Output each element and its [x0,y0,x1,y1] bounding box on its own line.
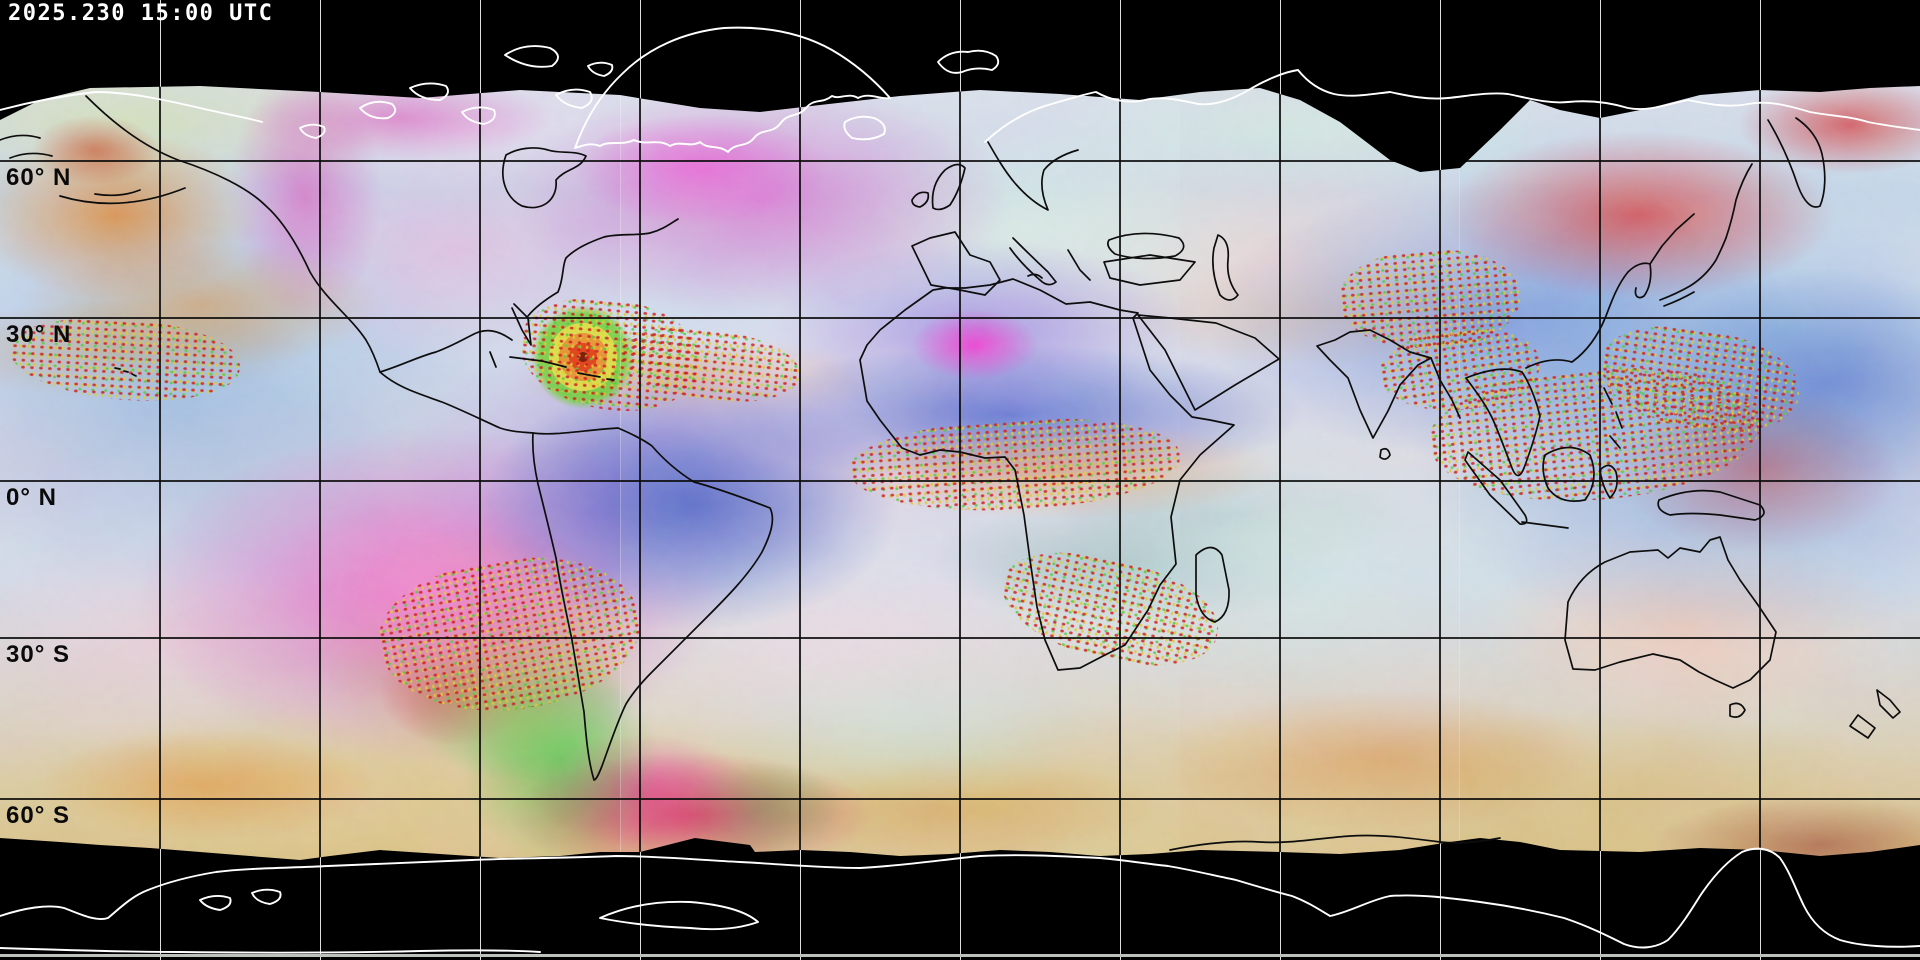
meridian-line [799,86,801,860]
meridian-line [479,86,481,860]
meridian-line [1759,86,1761,860]
parallel-line [0,637,1920,639]
latitude-label: 30° S [6,641,70,668]
coastline-antarctica-islands [0,888,759,954]
parallel-line [0,160,1920,162]
coastline-svalbard [937,49,1000,74]
parallel-line [0,798,1920,800]
latitude-label: 0° N [6,484,57,511]
meridian-line [319,86,321,860]
timestamp-label: 2025.230 15:00 UTC [8,1,274,26]
bottom-edge-line [0,954,1920,957]
latitude-label: 60° N [6,164,72,191]
meridian-line [159,86,161,860]
latitude-label: 30° N [6,321,72,348]
parallel-line [0,480,1920,482]
parallel-line [0,317,1920,319]
latitude-label: 60° S [6,802,70,829]
meridian-line [1279,86,1281,860]
